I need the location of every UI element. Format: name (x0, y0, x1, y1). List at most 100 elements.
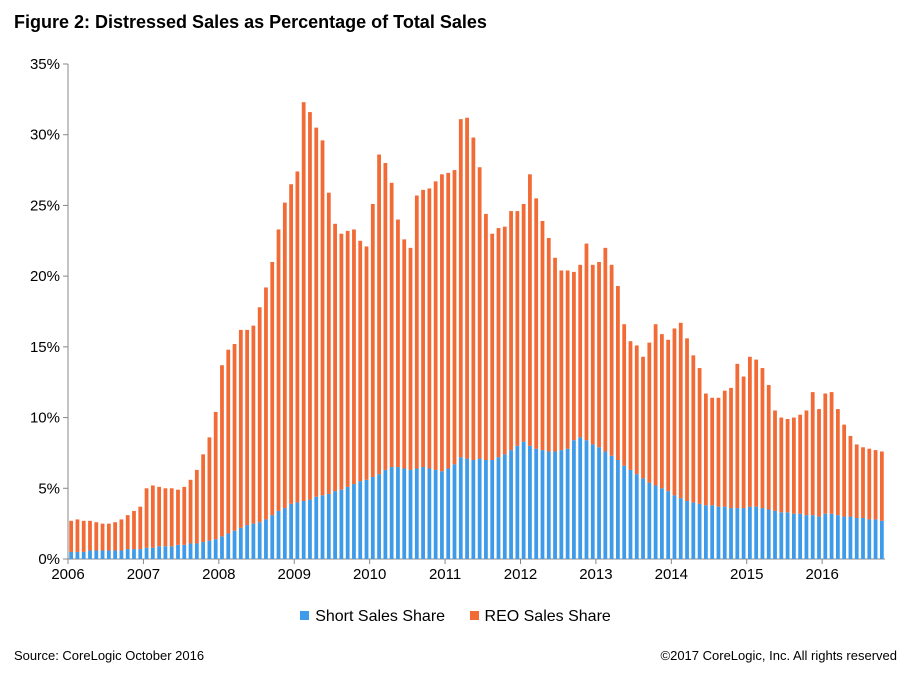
bar-short-sales (282, 508, 287, 559)
bar-reo-sales (490, 233, 495, 460)
bar-short-sales (817, 516, 821, 559)
bar-reo-sales (119, 519, 124, 551)
bar-reo-sales (641, 356, 645, 479)
bar-short-sales (515, 445, 520, 559)
bar-reo-sales (578, 264, 583, 438)
bar-short-sales (427, 468, 432, 559)
bar-reo-sales (264, 287, 268, 520)
bar-short-sales (389, 467, 394, 559)
bar-reo-sales (879, 451, 884, 521)
bar-short-sales (634, 474, 639, 559)
bar-reo-sales (823, 393, 828, 514)
bar-short-sales (741, 508, 746, 559)
bar-reo-sales (295, 171, 300, 503)
bar-short-sales (289, 503, 293, 559)
bar-short-sales (559, 450, 564, 559)
bar-short-sales (804, 515, 809, 559)
bar-reo-sales (257, 307, 262, 523)
bar-short-sales (333, 491, 337, 559)
bar-reo-sales (741, 376, 746, 509)
bar-short-sales (773, 510, 777, 559)
bar-short-sales (603, 451, 608, 559)
bar-short-sales (452, 464, 457, 559)
chart-svg: 0%5%10%15%20%25%30%35% 2006 2007 2008 2009 2… (30, 56, 885, 583)
chart-title: Figure 2: Distressed Sales as Percentage… (14, 12, 487, 32)
bar-short-sales (867, 519, 872, 559)
bar-short-sales (829, 513, 834, 559)
x-tick-label: 2008 (202, 566, 235, 583)
bar-reo-sales (565, 270, 570, 449)
bar-reo-sales (477, 167, 482, 459)
bar-short-sales (791, 513, 796, 559)
x-tick-label: 2013 (579, 566, 612, 583)
bar-short-sales (220, 536, 224, 559)
bars-group (69, 102, 884, 559)
bar-reo-sales (572, 271, 576, 441)
bar-reo-sales (471, 137, 476, 461)
legend-item-reo-sales: REO Sales Share (469, 608, 611, 626)
bar-short-sales (226, 533, 231, 559)
bar-short-sales (301, 501, 306, 559)
bar-reo-sales (396, 219, 400, 468)
bar-reo-sales (94, 522, 99, 551)
bar-reo-sales (69, 520, 74, 552)
bar-short-sales (188, 543, 193, 559)
bar-reo-sales (182, 486, 187, 545)
x-axis: 2006 2007 2008 2009 2010 2011 2012 2013 2014 2015… (51, 558, 885, 583)
bar-short-sales (75, 551, 80, 559)
bar-short-sales (578, 437, 583, 559)
bar-reo-sales (647, 342, 652, 483)
bar-reo-sales (345, 230, 350, 487)
bar-short-sales (779, 512, 784, 559)
bar-reo-sales (716, 397, 721, 507)
bar-reo-sales (402, 239, 407, 469)
bar-short-sales (402, 468, 407, 559)
bar-short-sales (854, 517, 859, 559)
y-axis: 0% 5% 10% 15% 20% 25% 30% 35% (30, 56, 69, 568)
bar-reo-sales (427, 188, 432, 469)
bar-reo-sales (270, 262, 275, 516)
bar-short-sales (100, 550, 105, 559)
bar-short-sales (358, 481, 363, 559)
bar-reo-sales (848, 435, 853, 517)
bar-short-sales (546, 451, 551, 559)
legend: Short Sales Share REO Sales Share (0, 608, 911, 626)
bar-short-sales (722, 506, 727, 559)
bar-reo-sales (540, 220, 545, 451)
bar-short-sales (144, 547, 149, 559)
bar-reo-sales (370, 204, 375, 477)
bar-reo-sales (276, 229, 281, 511)
bar-reo-sales (509, 211, 513, 451)
bar-reo-sales (113, 522, 118, 551)
bar-short-sales (396, 467, 400, 559)
bar-short-sales (194, 543, 199, 559)
bar-reo-sales (553, 257, 557, 452)
bar-short-sales (320, 495, 325, 559)
bar-short-sales (458, 457, 463, 559)
bar-reo-sales (773, 410, 777, 511)
bar-reo-sales (308, 112, 312, 500)
bar-short-sales (276, 510, 281, 559)
bar-reo-sales (628, 341, 633, 470)
bar-short-sales (125, 549, 130, 559)
bar-reo-sales (597, 262, 601, 448)
legend-label-reo-sales: REO Sales Share (484, 608, 611, 625)
bar-short-sales (157, 546, 162, 559)
bar-reo-sales (747, 356, 752, 507)
bar-short-sales (785, 512, 790, 559)
bar-reo-sales (421, 189, 425, 468)
bar-reo-sales (446, 172, 451, 469)
bar-short-sales (672, 495, 677, 559)
bar-short-sales (798, 513, 803, 559)
bar-short-sales (861, 517, 865, 559)
bar-reo-sales (220, 365, 224, 537)
bar-reo-sales (804, 410, 809, 516)
bar-short-sales (572, 440, 576, 559)
bar-short-sales (873, 519, 878, 559)
bar-reo-sales (484, 213, 488, 460)
bar-short-sales (69, 551, 74, 559)
bar-reo-sales (722, 390, 727, 507)
bar-reo-sales (609, 264, 614, 456)
bar-reo-sales (194, 469, 199, 544)
bar-short-sales (106, 550, 111, 559)
